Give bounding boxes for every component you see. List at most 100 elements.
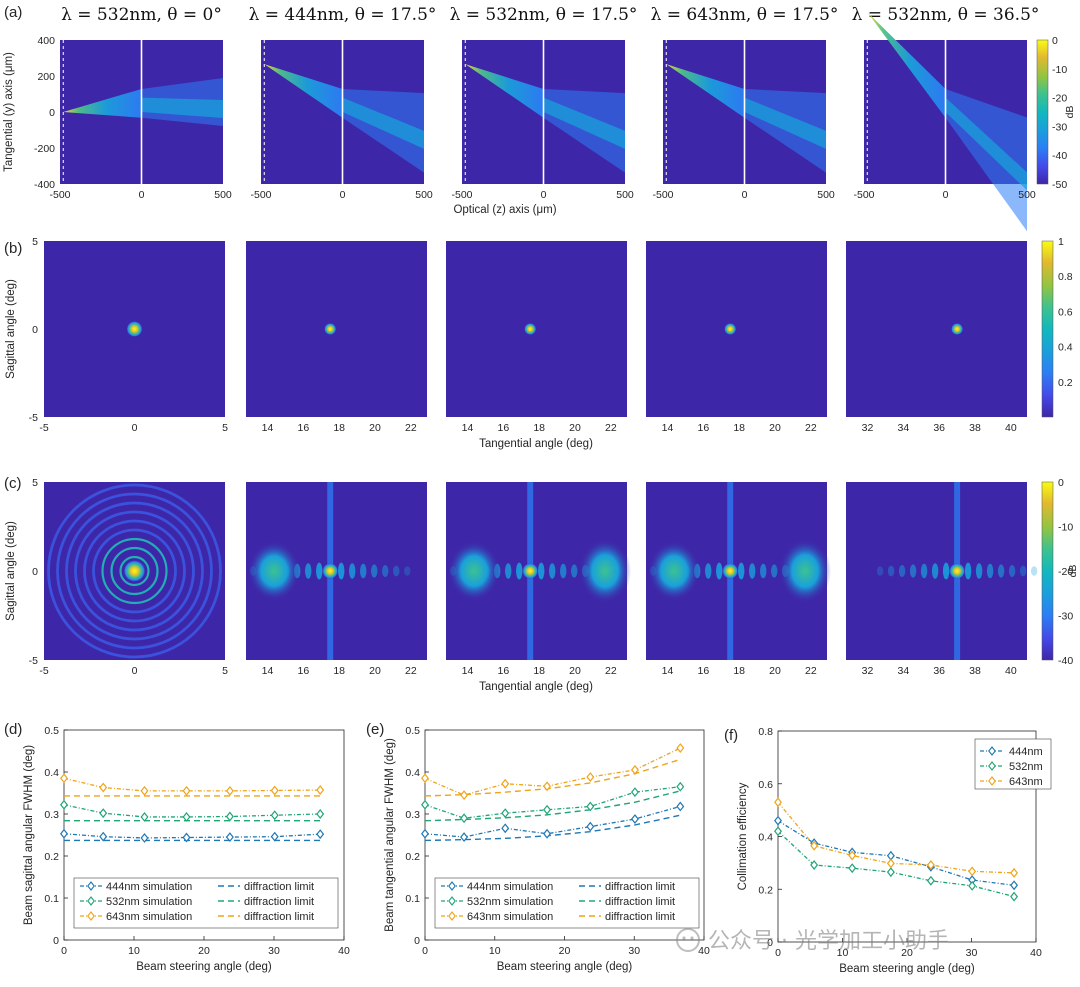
data-point [810,840,819,851]
side-lobe [909,564,917,578]
data-point [886,858,895,869]
y-axis-label: Tangential (y) axis (μm) [3,52,15,172]
x-tick-label: -500 [451,189,472,201]
data-point [460,790,469,801]
colorbar-tick: 0 [1052,35,1058,47]
data-point [140,811,149,822]
data-point [460,832,469,843]
line-chart-1: 0 10 20 30 40 0 0.1 0.2 0.3 0.4 0.5 Beam steering a… [23,725,350,973]
legend-label: 643nm simulation [467,911,553,923]
focal-spot [722,563,739,579]
x-tick-label: 0 [422,945,428,957]
side-lobe [1019,565,1027,577]
legend-label: diffraction limit [605,911,675,923]
data-point [270,831,279,842]
x-tick-label: 16 [298,422,310,434]
data-point [140,832,149,843]
side-lobe [549,563,556,579]
colorbar-tick: -50 [1052,179,1067,191]
x-tick-label: 36 [933,422,945,434]
colorbar-gradient [1041,240,1054,418]
y-tick-label: 0.4 [405,767,420,779]
y-tick-label: -400 [34,179,55,191]
x-tick-label: 500 [616,189,634,201]
side-lobe [887,565,895,577]
side-lobe [571,564,578,578]
diffraction-order-blob [448,541,500,601]
data-point [810,860,819,870]
legend-label: 532nm simulation [106,896,192,908]
x-tick-label: 0 [541,189,547,201]
data-point [60,799,68,810]
panel-label-d: (d) [4,721,22,738]
x-tick-label: 38 [969,665,981,677]
legend-label: 444nm simulation [467,881,553,893]
wechat-icon [676,928,700,952]
x-tick-label: -500 [652,189,673,201]
x-tick-label: 32 [862,422,874,434]
x-tick-label: 18 [333,422,345,434]
side-lobe [338,562,345,580]
data-point [543,781,552,792]
side-lobe [560,563,567,579]
y-tick-label: 200 [37,71,55,83]
focal-spot [126,321,143,337]
data-point [316,829,325,840]
legend-marker [448,881,456,891]
diffraction-order-blob [648,541,700,601]
colorbar-tick: -40 [1058,655,1073,667]
y-tick-label: 0.6 [758,779,773,791]
x-tick-label: 22 [605,422,617,434]
map-background [446,241,627,417]
map-title: λ = 643nm, θ = 17.5° [651,5,839,25]
data-point [182,811,191,822]
colorbar: 1 0.8 0.6 0.4 0.2 [1041,236,1073,418]
x-tick-label: 22 [605,665,617,677]
data-point [630,764,639,775]
x-tick-label: 20 [369,665,381,677]
y-tick-label: 5 [32,477,38,489]
x-tick-label: 20 [369,422,381,434]
map-title: λ = 532nm, θ = 0° [61,5,222,25]
x-tick-label: 18 [733,665,745,677]
panel-label-c: (c) [4,475,22,492]
data-point [926,860,935,870]
side-lobe [404,566,411,576]
airy-ring [74,510,195,632]
series-3 [60,773,325,797]
data-point [270,785,279,796]
side-lobe [876,566,884,576]
y-axis-label: Beam tangential angular FWHM (deg) [384,738,396,932]
y-tick-label: 0.5 [405,725,420,737]
far-field-1: -5 0 5 5 0 -5 Sagittal angle (deg) [5,236,228,434]
x-tick-label: 20 [559,945,571,957]
series-1 [60,828,325,843]
data-point [968,880,977,891]
propagation-map-1: λ = 532nm, θ = 0° -500 0 500 400 200 0 -200 -400… [3,5,232,201]
panel-label-f: (f) [724,727,738,744]
map-title: λ = 444nm, θ = 17.5° [249,5,437,25]
far-field-db-5: 32 34 36 38 40 [846,482,1038,677]
x-tick-label: 40 [1030,947,1042,959]
x-tick-label: 10 [837,947,849,959]
x-tick-label: 22 [805,422,817,434]
x-tick-label: 22 [405,665,417,677]
x-tick-label: 14 [662,665,674,677]
data-point [774,826,782,837]
propagation-map-5: λ = 532nm, θ = 36.5° -500 0 500 [852,5,1039,232]
outgoing-beam-core [543,97,625,149]
side-lobe [771,564,778,578]
x-tick-label: -5 [39,422,48,434]
x-tick-label: 18 [533,665,545,677]
x-tick-label: 10 [489,945,501,957]
data-point [676,801,685,812]
focal-spot [322,563,339,579]
legend-marker [988,761,996,771]
airy-ring [119,555,150,587]
series-2 [421,781,685,824]
x-tick-label: 20 [901,947,913,959]
x-tick-label: 20 [569,422,581,434]
y-tick-label: 0 [767,937,773,949]
data-point [968,866,977,877]
series-2 [60,799,325,822]
